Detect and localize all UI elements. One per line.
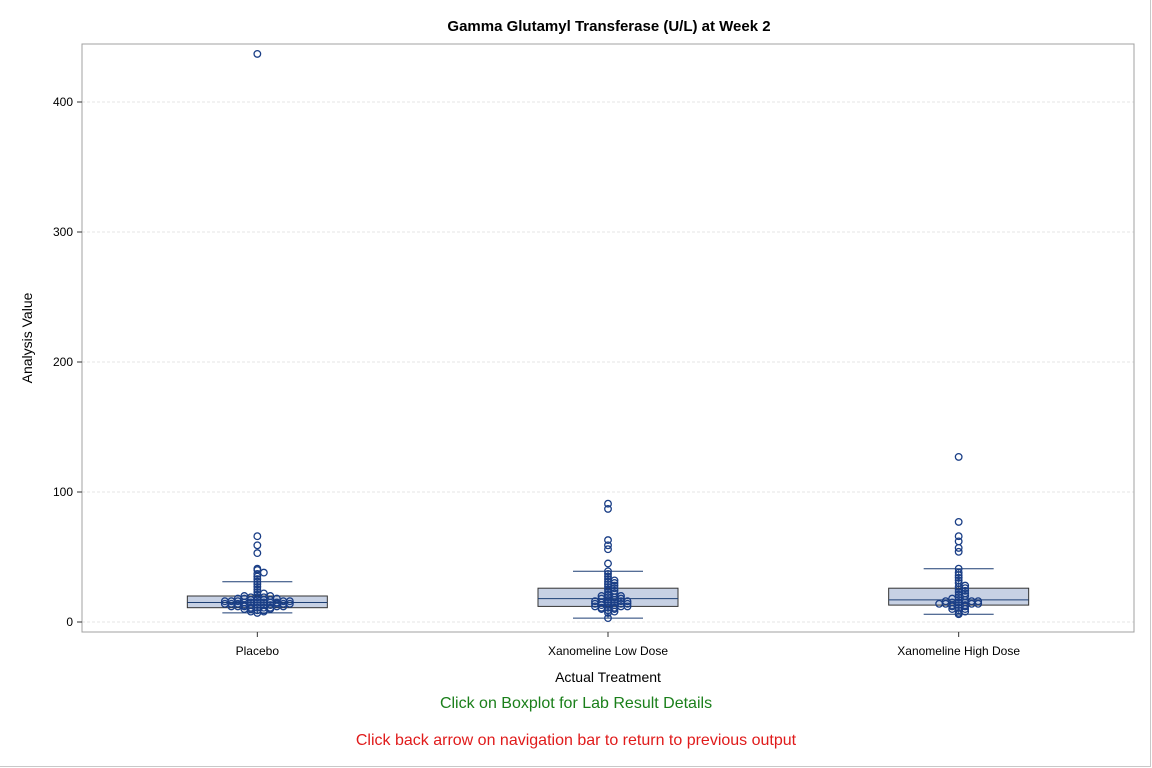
y-tick-label: 400 <box>53 95 73 109</box>
y-tick-label: 100 <box>53 485 73 499</box>
data-point <box>623 602 632 611</box>
data-point <box>961 581 970 590</box>
data-point <box>285 599 294 608</box>
data-point <box>233 594 242 603</box>
chart-title: Gamma Glutamyl Transferase (U/L) at Week… <box>447 18 770 35</box>
data-point <box>954 564 963 573</box>
data-point <box>253 549 262 558</box>
footnote-boxplot-details: Click on Boxplot for Lab Result Details <box>439 695 713 712</box>
footnote-back-arrow: Click back arrow on navigation bar to re… <box>355 732 797 749</box>
data-point <box>253 580 262 589</box>
data-point <box>253 532 262 541</box>
data-point <box>604 541 612 550</box>
data-point <box>253 585 262 594</box>
data-point <box>253 577 262 586</box>
data-point <box>617 592 625 600</box>
data-point <box>604 567 612 576</box>
data-point <box>279 602 288 611</box>
data-point <box>604 545 612 554</box>
data-point <box>604 504 612 513</box>
data-point <box>253 564 262 573</box>
data-point <box>954 547 963 556</box>
data-point <box>604 559 612 568</box>
data-point <box>272 594 281 603</box>
data-point <box>623 599 632 608</box>
data-point <box>604 572 612 581</box>
data-point <box>604 614 612 623</box>
x-axis-label: Actual Treatment <box>555 669 661 685</box>
data-point <box>253 582 262 591</box>
data-point <box>974 599 983 608</box>
data-point <box>954 452 963 461</box>
data-point <box>253 575 262 584</box>
data-point <box>240 592 249 600</box>
data-point <box>604 569 612 578</box>
x-axis: Placebo Xanomeline Low Dose Xanomeline Hig… <box>236 632 1020 658</box>
y-tick-label: 200 <box>53 355 73 369</box>
y-axis-label: Analysis Value <box>19 292 35 383</box>
data-point <box>954 517 963 526</box>
point-layer <box>220 49 983 623</box>
data-point <box>954 573 963 582</box>
data-point <box>935 599 944 608</box>
x-tick-label: Xanomeline High Dose <box>897 644 1020 658</box>
data-point <box>954 568 963 577</box>
data-point <box>253 49 262 58</box>
boxplot-chart[interactable]: Gamma Glutamyl Transferase (U/L) at Week… <box>0 0 1152 690</box>
data-point <box>253 588 262 597</box>
data-point <box>604 536 612 545</box>
data-point <box>941 597 950 606</box>
data-point <box>591 597 599 606</box>
data-point <box>974 597 983 606</box>
data-point <box>266 592 275 600</box>
data-point <box>220 597 229 606</box>
x-tick-label: Placebo <box>236 644 280 658</box>
data-point <box>227 602 236 611</box>
data-point <box>220 599 229 608</box>
data-point <box>604 499 612 508</box>
data-point <box>285 597 294 606</box>
data-point <box>954 576 963 585</box>
data-point <box>954 532 963 541</box>
data-point <box>604 575 612 584</box>
y-tick-label: 0 <box>66 615 73 629</box>
y-tick-label: 300 <box>53 225 73 239</box>
data-point <box>954 579 963 587</box>
data-point <box>259 568 268 577</box>
x-tick-label: Xanomeline Low Dose <box>548 644 668 658</box>
data-point <box>253 541 262 550</box>
data-point <box>623 597 632 606</box>
y-axis: 0 100 200 300 400 <box>53 95 82 629</box>
data-point <box>954 537 963 546</box>
